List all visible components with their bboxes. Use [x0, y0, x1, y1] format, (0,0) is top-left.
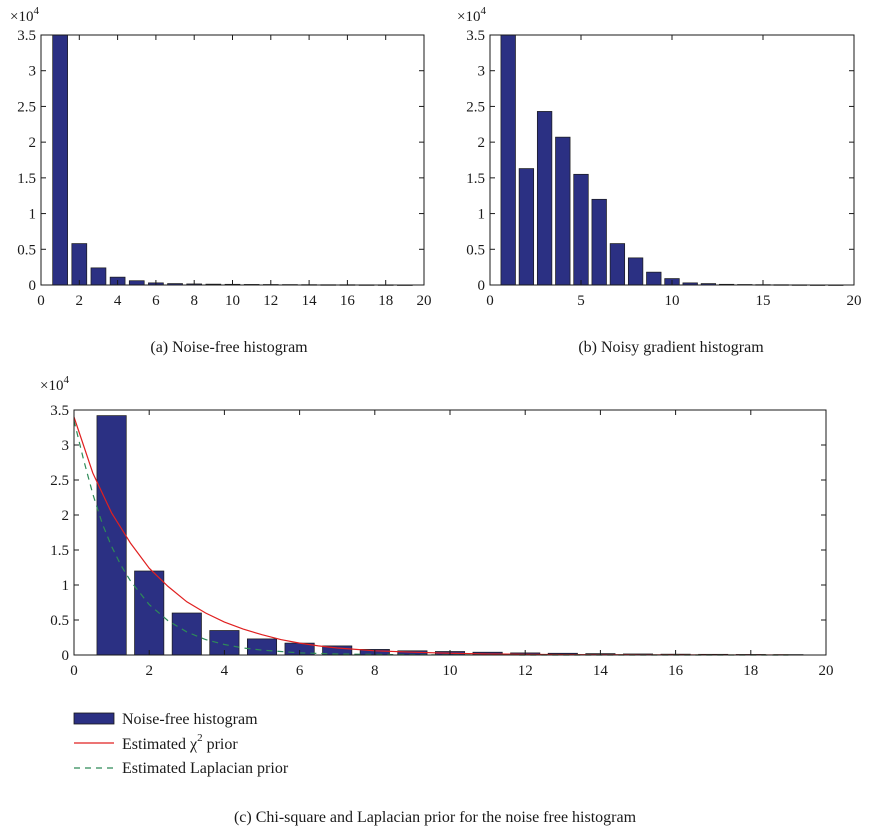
chart-b-yaxis: 0 0.5 1 1.5 2 2.5 3 3.5	[466, 28, 854, 294]
y-tick-label: 1.5	[466, 171, 485, 187]
x-tick-label: 0	[70, 663, 78, 679]
x-tick-label: 20	[417, 293, 432, 309]
chart-c-bars	[96, 415, 804, 656]
x-tick-label: 16	[340, 293, 356, 309]
y-tick-label: 1	[62, 578, 70, 594]
y-tick-label: 0.5	[17, 242, 36, 258]
bar	[536, 111, 553, 286]
y-tick-label: 3	[29, 64, 37, 80]
bar	[52, 34, 68, 286]
legend-swatch-bar	[73, 712, 115, 725]
y-tick-label: 0	[478, 278, 486, 294]
bar	[209, 630, 240, 656]
chart-a: 0 2 4 6 8 10 12 14 16 18 20 00.511.522.533.5 ×104 …	[10, 5, 432, 356]
x-tick-label: 0	[37, 293, 45, 309]
bar	[246, 638, 278, 656]
bar	[518, 168, 535, 286]
x-tick-label: 10	[443, 663, 458, 679]
bar	[171, 612, 202, 656]
chart-c-multiplier: ×104	[40, 374, 69, 394]
bar	[90, 267, 107, 286]
chart-a-frame	[40, 34, 425, 286]
legend-label-laplacian: Estimated Laplacian prior	[122, 760, 289, 777]
chart-b-bars	[500, 34, 844, 286]
x-tick-label: 6	[296, 663, 304, 679]
bar	[646, 271, 662, 286]
x-tick-label: 18	[743, 663, 758, 679]
y-tick-label: 2	[62, 508, 70, 524]
bar	[96, 415, 127, 656]
x-tick-label: 8	[371, 663, 379, 679]
y-tick-label: 3.5	[50, 403, 69, 419]
bar	[573, 173, 589, 286]
y-tick-label: 2.5	[50, 473, 69, 489]
bar	[500, 34, 516, 286]
legend-label-chi: Estimated χ2 prior	[122, 732, 238, 753]
x-tick-label: 8	[190, 293, 198, 309]
x-tick-label: 6	[152, 293, 160, 309]
bar	[555, 136, 571, 286]
x-tick-label: 10	[665, 293, 680, 309]
y-tick-label: 1	[478, 207, 486, 223]
bar	[71, 243, 88, 286]
chart-b-caption: (b) Noisy gradient histogram	[578, 339, 764, 356]
chart-a-multiplier: ×104	[10, 5, 39, 25]
y-tick-label: 2	[478, 135, 486, 151]
x-tick-label: 10	[225, 293, 240, 309]
y-tick-label: 2.5	[466, 99, 485, 115]
x-tick-label: 14	[302, 293, 318, 309]
x-tick-label: 16	[668, 663, 684, 679]
y-tick-label: 0.5	[50, 613, 69, 629]
x-tick-label: 14	[593, 663, 609, 679]
y-tick-label: 2	[29, 135, 37, 151]
y-tick-label: 3	[478, 64, 486, 80]
chart-c-xaxis: 0 2 4 6 8 10 12 14 16 18 20	[70, 410, 834, 679]
x-tick-label: 2	[145, 663, 153, 679]
chart-a-caption: (a) Noise-free histogram	[150, 339, 308, 356]
x-tick-label: 4	[221, 663, 229, 679]
y-tick-label: 3	[62, 438, 70, 454]
chart-c: 0 2 4 6 8 10 12 14 16 18 20 00.511.522.533.5 ×104 …	[40, 374, 834, 826]
y-tick-label: 1.5	[17, 171, 36, 187]
chart-c-yaxis: 0 0.5 1 1.5 2 2.5 3 3.5	[50, 403, 826, 664]
y-tick-label: 0	[29, 278, 37, 294]
y-tick-label: 3.5	[17, 28, 36, 44]
x-tick-label: 12	[518, 663, 533, 679]
x-tick-label: 18	[378, 293, 393, 309]
bar	[627, 257, 644, 286]
x-tick-label: 2	[76, 293, 84, 309]
x-tick-label: 20	[819, 663, 834, 679]
x-tick-label: 20	[847, 293, 862, 309]
chart-a-yaxis: 0 0.5 1 1.5 2 2.5 3 3.5	[17, 28, 424, 294]
x-tick-label: 12	[263, 293, 278, 309]
y-tick-label: 1.5	[50, 543, 69, 559]
bar	[609, 243, 626, 286]
y-tick-label: 3.5	[466, 28, 485, 44]
y-tick-label: 1	[29, 207, 37, 223]
legend-label-histogram: Noise-free histogram	[122, 711, 258, 728]
chart-b-xaxis: 0 5 10 15 20	[486, 35, 862, 309]
chart-b-multiplier: ×104	[457, 5, 486, 25]
bar	[134, 570, 165, 656]
y-tick-label: 0	[62, 648, 70, 664]
chart-c-caption: (c) Chi-square and Laplacian prior for t…	[234, 809, 637, 826]
x-tick-label: 0	[486, 293, 494, 309]
y-tick-label: 0.5	[466, 242, 485, 258]
x-tick-label: 4	[114, 293, 122, 309]
y-tick-label: 2.5	[17, 99, 36, 115]
x-tick-label: 5	[577, 293, 585, 309]
chart-c-legend: Noise-free histogram Estimated χ2 prior …	[73, 711, 289, 777]
chart-b: 0 5 10 15 20 0 0.5 1 1.5 2 2.5 3 3.5 ×104 (b) Noisy…	[457, 5, 862, 356]
chart-a-bars	[52, 34, 413, 286]
bar	[591, 198, 607, 286]
bar	[128, 280, 145, 286]
chart-a-xaxis: 0 2 4 6 8 10 12 14 16 18 20	[37, 35, 432, 309]
x-tick-label: 15	[756, 293, 771, 309]
